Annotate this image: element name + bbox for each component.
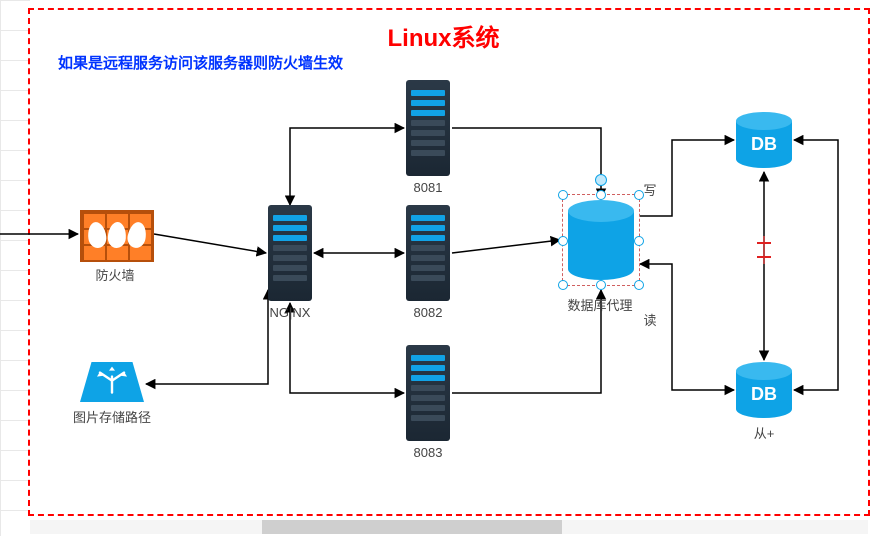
label-proxy: 数据库代理 <box>560 295 640 314</box>
server-icon <box>268 205 312 301</box>
label-db-slave: 从+ <box>724 423 804 442</box>
label-nginx: NG|NX <box>250 305 330 320</box>
database-icon: DB <box>736 362 792 418</box>
node-db-proxy[interactable] <box>568 200 634 280</box>
label-8082: 8082 <box>388 305 468 320</box>
node-db-primary[interactable]: DB <box>736 112 792 168</box>
rotate-handle-icon <box>595 174 607 186</box>
node-firewall[interactable] <box>80 210 154 262</box>
selection-outline <box>562 194 640 286</box>
label-firewall: 防火墙 <box>75 265 155 284</box>
server-icon <box>406 80 450 176</box>
replication-hash-icon <box>757 238 771 248</box>
load-balancer-icon <box>80 362 144 402</box>
node-storage[interactable] <box>80 362 144 402</box>
horizontal-scrollbar[interactable] <box>30 520 868 534</box>
replication-hash-icon <box>757 252 771 262</box>
label-8081: 8081 <box>388 180 468 195</box>
edge-label-read: 读 <box>640 310 660 329</box>
server-icon <box>406 345 450 441</box>
database-icon: DB <box>736 112 792 168</box>
node-app-8081[interactable] <box>406 80 450 176</box>
node-app-8082[interactable] <box>406 205 450 301</box>
server-icon <box>406 205 450 301</box>
label-storage: 图片存储路径 <box>72 407 152 426</box>
firewall-icon <box>80 210 154 262</box>
node-app-8083[interactable] <box>406 345 450 441</box>
node-nginx[interactable] <box>268 205 312 301</box>
node-db-slave[interactable]: DB <box>736 362 792 418</box>
scrollbar-thumb[interactable] <box>262 520 562 534</box>
cylinder-icon <box>568 200 634 280</box>
label-8083: 8083 <box>388 445 468 460</box>
